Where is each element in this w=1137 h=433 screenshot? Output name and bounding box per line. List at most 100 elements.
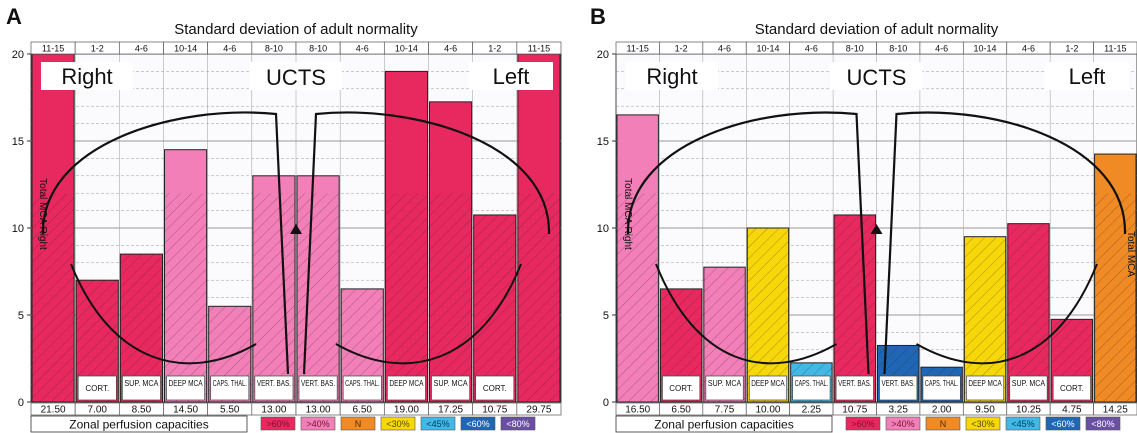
range-cell — [1093, 41, 1137, 55]
value-label: 7.00 — [88, 405, 108, 416]
side-label-box — [469, 62, 553, 90]
range-label: 8-10 — [889, 44, 907, 54]
category-box — [386, 375, 426, 401]
y-tick-label: 20 — [12, 49, 24, 61]
x-axis-label: Zonal perfusion capacities — [654, 418, 793, 432]
end-label-vertical-right: Total MCA — [1125, 231, 1136, 277]
center-label: UCTS — [266, 65, 326, 90]
category-box — [475, 375, 515, 401]
category-box — [792, 375, 831, 401]
value-label: 6.50 — [353, 405, 373, 416]
range-label: 10-14 — [974, 44, 997, 54]
bar-hatch — [517, 193, 560, 402]
chart-title: Standard deviation of adult normality — [174, 21, 418, 38]
legend-label: >40% — [891, 419, 914, 429]
category-label: SUP. MCA — [434, 379, 469, 388]
value-label: 10.75 — [842, 405, 867, 416]
range-label: 4-6 — [135, 44, 148, 54]
end-label-vertical: Total MCA Right — [37, 178, 48, 250]
legend-swatch — [1085, 416, 1121, 431]
category-label: VERT. BAS. — [301, 379, 335, 388]
category-box — [835, 375, 874, 401]
legend-label: >60% — [266, 419, 289, 429]
side-label-box — [41, 62, 133, 90]
value-label: 9.50 — [975, 405, 995, 416]
legend-label: <30% — [971, 419, 994, 429]
range-label: 8-10 — [846, 44, 864, 54]
legend-swatch — [1045, 416, 1081, 431]
bar-hatch — [1007, 223, 1050, 402]
category-label: CORT. — [669, 384, 693, 393]
value-label: 10.25 — [1016, 405, 1041, 416]
side-label-right: Right — [646, 64, 697, 89]
range-label: 4-6 — [444, 44, 457, 54]
category-label: DEEP MCA — [389, 379, 424, 388]
value-label: 29.75 — [526, 405, 551, 416]
legend-swatch — [845, 416, 881, 431]
legend-label: N — [355, 419, 362, 429]
value-label: 16.50 — [625, 405, 650, 416]
value-label: 7.75 — [715, 405, 735, 416]
category-box — [705, 375, 744, 401]
legend-label: <60% — [466, 419, 489, 429]
range-label: 10-14 — [756, 44, 779, 54]
center-label-box — [830, 62, 923, 90]
range-label: 4-6 — [935, 44, 948, 54]
value-label: 13.00 — [306, 405, 331, 416]
legend-swatch — [965, 416, 1001, 431]
bar-hatch — [617, 193, 659, 402]
range-label: 11-15 — [1104, 44, 1126, 54]
value-label: 14.25 — [1103, 405, 1128, 416]
bar-hatch — [164, 193, 207, 402]
range-label: 8-10 — [309, 44, 327, 54]
category-label: CORT. — [85, 384, 109, 393]
bar-hatch — [964, 236, 1006, 402]
category-box — [965, 375, 1005, 401]
range-label: 11-15 — [42, 44, 64, 54]
legend-swatch — [885, 416, 921, 431]
value-label: 10.75 — [482, 405, 507, 416]
range-cell — [516, 41, 562, 55]
category-label: DEEP MCA — [968, 379, 1002, 388]
value-label: 3.25 — [888, 405, 908, 416]
category-box — [77, 375, 117, 401]
temporal-lobe-outline — [70, 263, 522, 365]
range-label: 10-14 — [174, 44, 197, 54]
category-box — [210, 375, 250, 401]
xlabel-box — [615, 415, 833, 433]
range-label: 10-14 — [395, 44, 418, 54]
range-label: 8-10 — [265, 44, 283, 54]
bar-hatch — [385, 193, 428, 402]
category-box — [922, 375, 961, 401]
panel-a-letter: A — [6, 4, 22, 29]
category-label: VERT. BAS. — [882, 379, 915, 388]
value-label: 2.00 — [932, 405, 952, 416]
category-box — [121, 375, 161, 401]
category-box — [879, 375, 918, 401]
value-label: 19.00 — [394, 405, 419, 416]
legend-swatch — [420, 416, 456, 431]
y-tick-label: 0 — [18, 397, 24, 409]
midline-marker — [870, 224, 883, 234]
side-label-box — [1045, 62, 1129, 90]
category-box — [748, 375, 788, 401]
legend-label: <60% — [1051, 419, 1074, 429]
range-label: 1-2 — [675, 44, 688, 54]
legend-swatch — [380, 416, 416, 431]
legend-label: <45% — [1011, 419, 1034, 429]
category-box — [254, 375, 294, 401]
category-label: DEEP MCA — [751, 379, 785, 388]
range-label: 4-6 — [718, 44, 731, 54]
value-label: 13.00 — [261, 405, 286, 416]
range-label: 1-2 — [91, 44, 104, 54]
y-tick-label: 15 — [597, 136, 609, 148]
bar-hatch — [32, 193, 75, 402]
value-label: 14.50 — [173, 405, 198, 416]
legend-swatch — [260, 416, 296, 431]
legend-label: >40% — [306, 419, 329, 429]
range-label: 11-15 — [528, 44, 550, 54]
category-box — [298, 375, 338, 401]
range-label: 1-2 — [1065, 44, 1078, 54]
category-box — [1009, 375, 1048, 401]
category-box — [1052, 375, 1091, 401]
